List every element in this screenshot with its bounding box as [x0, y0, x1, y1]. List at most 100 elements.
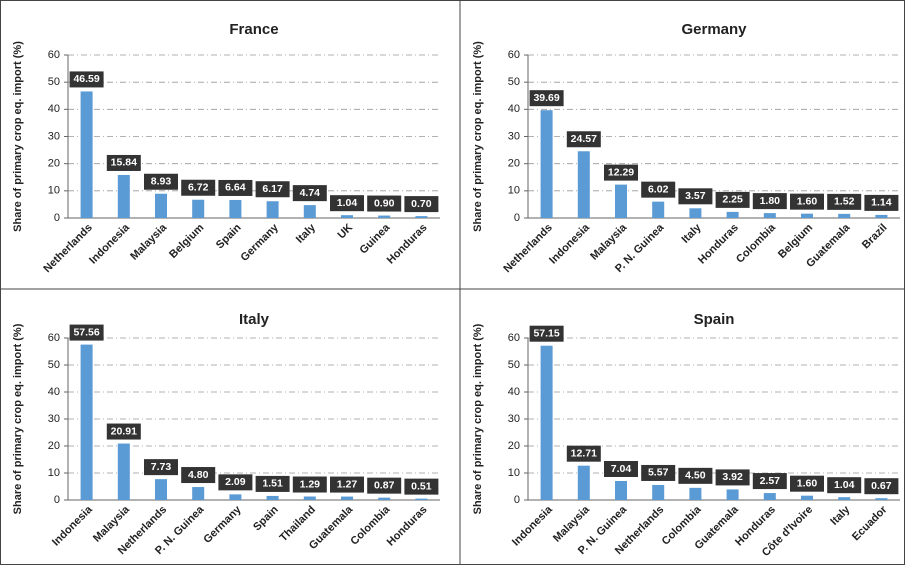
y-tick-label: 60	[508, 49, 520, 61]
value-label-box	[790, 475, 824, 492]
y-tick-label: 10	[48, 185, 60, 197]
value-label-box	[292, 185, 327, 202]
y-tick-label: 40	[48, 386, 60, 398]
bar	[540, 110, 553, 218]
y-tick-label: 40	[48, 103, 60, 115]
bar	[838, 213, 851, 218]
chart-title: France	[229, 21, 278, 38]
y-tick-label: 0	[514, 494, 520, 506]
value-label: 39.69	[533, 92, 559, 104]
x-tick-label: Indonesia	[510, 503, 555, 548]
y-tick-label: 50	[508, 359, 520, 371]
value-label-box	[827, 193, 862, 210]
value-label-box	[827, 477, 862, 494]
bar	[801, 495, 813, 500]
y-tick-label: 30	[508, 130, 520, 142]
x-tick-label: Netherlands	[501, 222, 554, 275]
value-label: 1.60	[797, 477, 818, 489]
value-label: 0.51	[411, 480, 432, 492]
value-label: 6.64	[225, 182, 246, 194]
value-label-box	[181, 179, 216, 196]
x-tick-label: Malaysia	[128, 221, 170, 263]
value-label-box	[330, 476, 364, 493]
value-label: 6.02	[648, 183, 669, 195]
value-label: 3.57	[685, 190, 706, 202]
y-tick-label: 60	[508, 332, 520, 344]
x-tick-label: Indonesia	[50, 503, 95, 548]
value-label-box	[367, 477, 402, 494]
value-label: 1.51	[262, 478, 283, 490]
bar	[341, 496, 353, 500]
x-tick-label: Guinea	[358, 221, 393, 256]
value-label: 57.15	[533, 327, 559, 339]
bar	[801, 213, 813, 218]
value-label-box	[566, 131, 601, 148]
bar	[80, 91, 93, 218]
value-label-box	[218, 179, 253, 196]
value-label: 1.80	[760, 195, 781, 207]
bar	[303, 205, 316, 218]
value-label-box	[864, 478, 899, 495]
y-tick-label: 50	[48, 76, 60, 88]
bar	[229, 199, 242, 218]
chart-title: Spain	[694, 311, 735, 328]
chart-title: Germany	[681, 21, 747, 38]
value-label-box	[255, 181, 290, 198]
value-label: 12.71	[571, 447, 597, 459]
x-tick-label: Italy	[294, 221, 319, 246]
value-label: 8.93	[151, 176, 172, 188]
bar	[652, 201, 665, 218]
bar	[117, 443, 130, 500]
x-tick-label: Honduras	[385, 504, 430, 549]
value-label: 1.29	[300, 478, 321, 490]
value-label-box	[752, 193, 787, 210]
value-label-box	[529, 325, 564, 342]
value-label: 24.57	[571, 133, 597, 145]
value-label-box	[715, 469, 750, 486]
bar	[155, 193, 167, 218]
value-label-box	[69, 71, 104, 88]
y-tick-label: 40	[508, 103, 520, 115]
x-tick-label: Spain	[251, 503, 281, 533]
bar	[838, 497, 851, 500]
value-label-box	[181, 467, 216, 484]
y-tick-label: 30	[508, 413, 520, 425]
y-tick-label: 0	[514, 212, 520, 224]
value-label: 2.09	[225, 476, 246, 488]
x-tick-label: Honduras	[385, 222, 430, 267]
value-label: 4.80	[188, 469, 209, 481]
bar	[155, 479, 167, 500]
x-tick-label: Honduras	[696, 222, 741, 267]
x-tick-label: Indonesia	[547, 221, 592, 266]
y-tick-label: 20	[508, 158, 520, 170]
value-label: 6.17	[262, 183, 283, 195]
x-tick-label: Indonesia	[87, 221, 132, 266]
x-tick-label: Belgium	[167, 222, 206, 261]
value-label-box	[404, 196, 439, 213]
value-label-box	[255, 475, 290, 492]
value-label-box	[144, 459, 178, 476]
value-label-box	[604, 460, 638, 477]
bar	[266, 495, 279, 500]
panel: France Share of primary crop eq. import (…	[12, 21, 440, 275]
x-tick-label: Colombia	[734, 221, 779, 266]
y-tick-label: 20	[48, 440, 60, 452]
y-tick-label: 30	[48, 130, 60, 142]
bar	[229, 494, 242, 500]
bar	[615, 480, 627, 500]
x-tick-label: Ecuador	[850, 503, 890, 543]
bar	[540, 345, 553, 500]
y-tick-label: 10	[508, 185, 520, 197]
value-label-box	[678, 467, 713, 484]
bar	[652, 484, 665, 500]
y-tick-label: 50	[508, 76, 520, 88]
value-label-box	[292, 476, 327, 493]
value-label-box	[106, 154, 141, 171]
value-label: 0.67	[871, 480, 892, 492]
value-label: 15.84	[111, 157, 137, 169]
value-label: 0.90	[374, 197, 395, 209]
value-label: 7.73	[151, 461, 172, 473]
y-axis-label: Share of primary crop eq. import (%)	[12, 41, 24, 232]
bar	[875, 214, 888, 218]
